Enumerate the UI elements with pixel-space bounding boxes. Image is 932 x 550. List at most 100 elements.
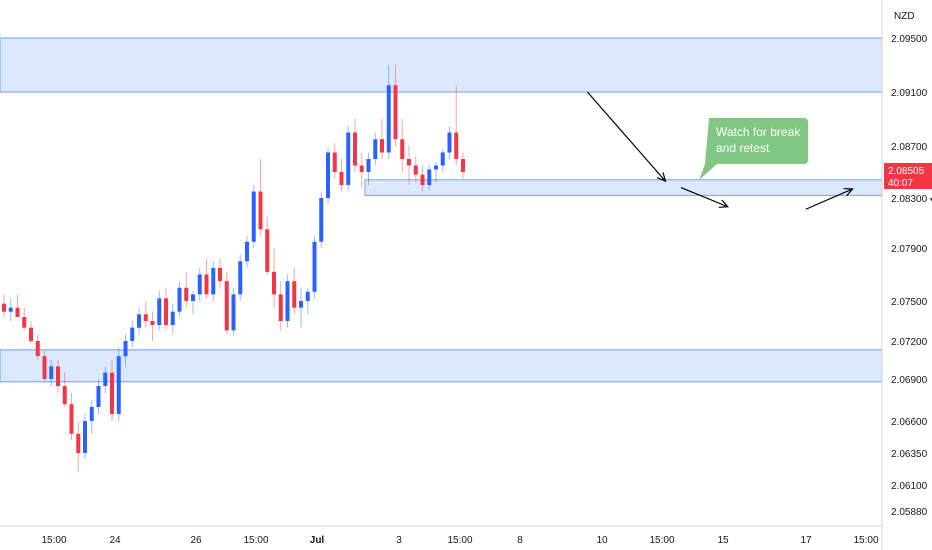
time-tick-label: 15:00 [41, 535, 66, 546]
time-tick-label: 17 [800, 535, 812, 546]
candle-body [42, 356, 47, 379]
candle-body [116, 356, 121, 414]
candle-body [184, 287, 189, 301]
candle-body [265, 229, 270, 272]
time-tick-label: 10 [596, 535, 608, 546]
candle-body [251, 191, 256, 242]
candle-body [454, 132, 459, 159]
price-axis[interactable]: 2.09500 2.09100 2.08700 2.08300 2.07900 2.075… [891, 34, 928, 518]
candle-body [319, 198, 324, 242]
candle-body [461, 159, 465, 172]
candle-body [312, 241, 317, 292]
current-price-value: 2.08505 [888, 166, 925, 177]
candle-body [332, 152, 337, 172]
zone-2 [0, 349, 883, 383]
candle-body [29, 327, 33, 341]
candle-body [137, 314, 141, 328]
candle-body [326, 152, 330, 198]
candle-body [413, 165, 418, 175]
zone-1 [364, 179, 883, 196]
candle-body [346, 132, 351, 185]
arrow-line-0 [586, 91, 666, 182]
price-tick-label: 2.09500 [891, 34, 928, 45]
callout[interactable]: Watch for break and retest [699, 118, 808, 180]
time-tick-label: 3 [396, 535, 402, 546]
candle-body [447, 132, 452, 153]
time-tick-label: 24 [109, 535, 121, 546]
time-tick-label: 15:00 [853, 535, 878, 546]
arrow-line-1 [680, 187, 729, 208]
candle-body [150, 321, 155, 325]
arrow-head-2 [843, 187, 854, 197]
time-tick-label: 15:00 [447, 535, 472, 546]
candle-body [440, 152, 445, 166]
candle-body [177, 287, 182, 312]
candle-body [278, 294, 283, 321]
candle-body [164, 298, 168, 325]
candle-body [292, 281, 297, 308]
arrow-line-2 [805, 188, 853, 210]
current-price-tag: 2.08505 40:07 [884, 163, 932, 189]
candles-layer [2, 65, 465, 473]
candle-body [22, 317, 27, 328]
time-tick-label: 26 [190, 535, 202, 546]
candle-body [299, 301, 303, 308]
callout-line-1: Watch for break [716, 125, 801, 139]
candle-body [2, 303, 6, 312]
candle-body [143, 314, 148, 321]
candle-body [366, 159, 371, 172]
price-tick-label: 2.08700 [891, 142, 928, 153]
candle-body [272, 271, 276, 295]
candle-body [393, 85, 398, 140]
candle-body [258, 191, 263, 230]
zones-layer [0, 37, 883, 383]
candle-body [218, 267, 222, 282]
price-tick-label: 2.06600 [891, 417, 928, 428]
candle-body [130, 327, 135, 341]
candle-body [400, 139, 405, 159]
candle-body [231, 294, 236, 331]
price-tick-label: 2.07500 [891, 297, 928, 308]
candle-body [35, 341, 40, 357]
price-tick-label: 2.08300 [891, 194, 928, 205]
candle-body [224, 281, 229, 331]
price-tick-label: 2.06900 [891, 375, 928, 386]
arrow-head-1 [718, 199, 730, 208]
candle-body [56, 366, 60, 386]
candle-body [89, 407, 94, 421]
candle-body [434, 165, 438, 170]
candle-body [170, 311, 175, 325]
candle-body [191, 294, 195, 301]
zone-0 [0, 37, 883, 93]
time-tick-label: 15:00 [243, 535, 268, 546]
current-price-countdown: 40:07 [888, 178, 913, 189]
time-tick-label: Jul [310, 535, 325, 546]
arrow-head-0 [656, 172, 667, 183]
candle-body [359, 165, 364, 172]
currency-label: NZD [894, 11, 915, 22]
candle-body [15, 307, 20, 317]
candle-body [110, 372, 114, 414]
candle-body [285, 281, 290, 321]
candle-body [238, 261, 243, 295]
candle-body [197, 274, 202, 295]
candle-body [339, 172, 344, 185]
time-tick-label: 15:00 [649, 535, 674, 546]
price-tick-label: 2.09100 [891, 88, 928, 99]
candle-body [8, 307, 13, 312]
candle-body [353, 132, 357, 166]
candle-body [103, 372, 108, 386]
candle-body [420, 174, 425, 185]
callout-line-2: and retest [716, 141, 770, 155]
candle-body [380, 139, 384, 153]
candle-body [211, 267, 216, 295]
candle-body [49, 366, 54, 379]
candle-body [76, 433, 81, 453]
callout-box [709, 118, 808, 164]
time-axis[interactable]: 15:00 24 26 15:00 Jul 3 15:00 8 10 15:00 15 17 15:00 [41, 535, 878, 546]
time-tick-label: 15 [717, 535, 729, 546]
candle-body [407, 159, 411, 166]
candle-body [157, 298, 162, 325]
price-tick-label: 2.05880 [891, 507, 928, 518]
